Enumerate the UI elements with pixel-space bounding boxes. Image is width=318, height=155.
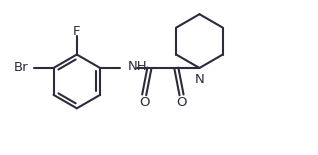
Text: O: O: [176, 96, 187, 109]
Text: N: N: [195, 73, 205, 86]
Text: NH: NH: [128, 60, 147, 73]
Text: O: O: [139, 96, 149, 109]
Text: F: F: [73, 24, 80, 38]
Text: Br: Br: [14, 62, 28, 74]
